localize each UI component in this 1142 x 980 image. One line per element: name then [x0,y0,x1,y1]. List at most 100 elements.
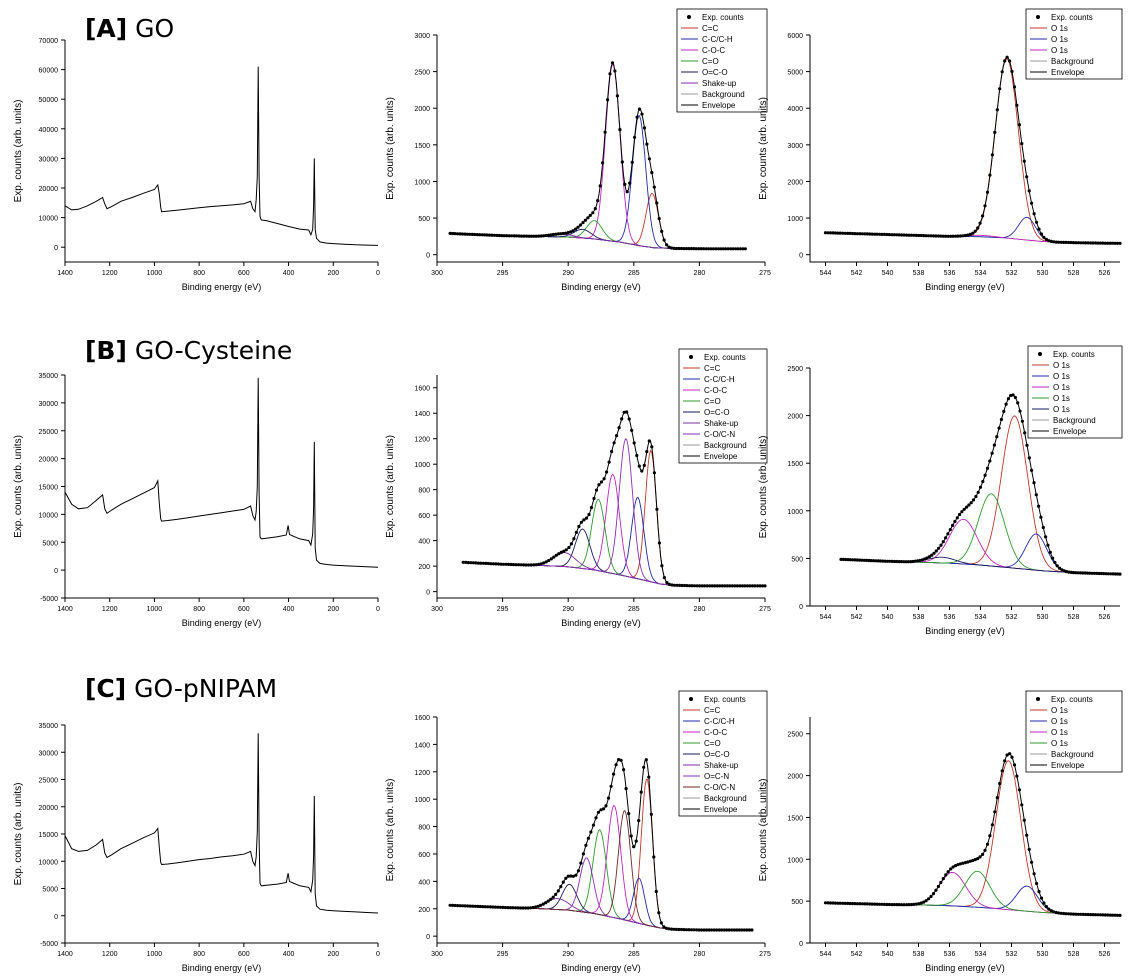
exp-count-point [596,199,600,203]
exp-count-point [939,234,943,238]
exp-count-point [860,558,864,562]
exp-count-point [505,234,509,238]
y-tick-label: 25000 [39,778,59,785]
x-tick-label: 1200 [102,951,118,958]
x-axis-label: Binding energy (eV) [561,282,641,292]
exp-count-point [552,555,556,559]
exp-count-point [855,902,860,906]
exp-count-point [1003,759,1007,763]
legend-entry-label: Envelope [1053,427,1087,436]
exp-count-point [549,897,553,901]
exp-count-point [1109,572,1113,576]
exp-count-point [973,229,977,233]
exp-count-point [846,231,850,235]
exp-count-point [968,859,972,863]
exp-count-point [1039,515,1043,519]
exp-count-point [841,231,845,235]
exp-count-point [1101,913,1105,917]
exp-count-point [865,232,869,236]
y-axis-label: Exp. counts (arb. units) [758,779,769,882]
exp-count-point [934,549,938,553]
y-tick-label: 50000 [39,97,59,104]
legend-entry-label: Shake-up [702,79,737,88]
legend-symbol [689,355,693,359]
component-peak-line [825,870,1121,916]
exp-count-point [880,232,884,236]
x-tick-label: 290 [562,270,574,277]
exp-count-point [1069,240,1073,245]
exp-count-point [715,928,719,932]
y-tick-label: 3000 [414,33,430,40]
exp-count-point [1030,468,1034,472]
exp-count-point [1079,912,1083,916]
exp-count-point [1093,913,1098,917]
exp-count-point [566,231,570,235]
exp-count-point [556,889,560,893]
exp-count-point [914,902,918,906]
exp-count-point [731,247,735,251]
exp-count-point [667,927,671,931]
legend-entry-label: Background [702,90,745,99]
x-tick-label: 536 [944,614,956,621]
axes-frame [436,35,765,263]
exp-count-point [642,126,647,130]
exp-count-point [481,561,485,565]
exp-count-point [709,247,713,251]
y-tick-label: 2500 [787,366,803,373]
legend-entry-label: Exp. counts [1053,350,1095,359]
exp-count-point [1032,212,1036,216]
exp-count-point [524,234,529,238]
exp-count-point [1009,393,1013,398]
x-tick-label: 285 [628,951,640,958]
exp-count-point [745,928,749,932]
exp-count-point [597,483,601,487]
exp-count-point [951,523,955,528]
exp-count-point [737,928,741,932]
exp-count-point [527,563,531,567]
exp-count-point [944,873,948,877]
exp-count-point [502,234,506,238]
exp-count-point [868,232,872,236]
legend-entry-label: Background [1051,750,1094,759]
y-tick-label: 20000 [39,805,59,812]
exp-count-point [1099,571,1103,576]
x-axis-label: Binding energy (eV) [182,963,262,973]
exp-count-point [556,232,561,236]
legend-symbol [689,697,693,701]
legend-symbol [687,15,691,19]
exp-count-point [574,530,579,535]
y-tick-label: 200 [418,907,430,914]
exp-count-point [650,445,654,449]
exp-count-point [823,901,828,905]
exp-count-point [607,460,611,464]
exp-count-point [522,234,526,238]
exp-count-point [1017,788,1022,792]
exp-count-point [612,772,616,776]
x-tick-label: 1400 [57,606,73,613]
exp-count-point [458,904,462,908]
exp-count-point [848,901,852,906]
exp-count-point [692,928,696,932]
x-tick-label: 540 [882,614,894,621]
exp-count-point [697,928,701,932]
exp-count-point [1004,402,1008,406]
exp-count-point [1037,890,1041,894]
legend-entry-label: O 1s [1053,361,1070,370]
legend-box [1027,345,1123,439]
exp-count-point [672,246,676,250]
exp-count-point [483,905,487,909]
exp-count-point [971,498,976,502]
exp-count-point [967,503,971,507]
exp-count-point [604,804,608,808]
exp-count-point [936,234,941,238]
exp-count-point [1111,572,1115,576]
exp-count-point [586,216,590,220]
exp-count-point [1113,913,1117,917]
component-peak-line [450,805,752,931]
component-peak-line [450,220,746,250]
exp-count-point [912,233,916,237]
exp-count-point [1074,241,1078,245]
legend-entry-label: O 1s [1053,372,1070,381]
exp-count-point [579,861,583,865]
